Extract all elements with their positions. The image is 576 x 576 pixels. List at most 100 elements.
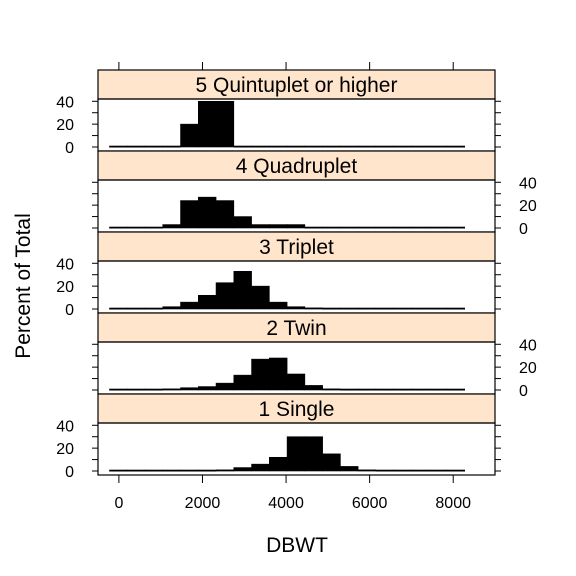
histogram-bar [428,145,448,148]
histogram-bar [304,436,323,472]
histogram-bar [126,226,146,229]
y-tick-label: 20 [56,117,74,134]
histogram-bar [428,226,448,229]
histogram-bar [375,388,394,391]
histogram-bar [428,469,448,472]
histogram-bar [162,306,181,310]
histogram-bar [197,100,217,148]
panel-2: 4 Quadruplet 0 20 40 [92,150,537,238]
panel-strip [97,312,496,343]
y-tick-label: 0 [65,464,74,481]
panel-strip [97,231,496,262]
histogram-bar [446,469,466,472]
panel-strip-label: 3 Triplet [259,236,334,259]
histogram-bar [215,100,235,148]
y-tick-label: 40 [56,256,74,273]
histogram-bar [340,226,359,229]
panel-strip [97,393,496,424]
histogram-bar [251,145,270,148]
histogram-bar [340,145,359,148]
histogram-bar [126,469,146,472]
histogram-bar [304,385,323,391]
y-tick-label: 20 [519,198,537,215]
histogram-bar [286,224,306,229]
histogram-bar [180,387,199,391]
panel-4: 2 Twin 0 20 40 [92,312,537,400]
chart-panels: 5 Quintuplet or higher 0 20 40 4 Quadruplet 0… [56,69,537,481]
histogram-bar [286,306,306,310]
histogram-bar [322,307,341,310]
histogram-bar [286,145,306,148]
histogram-bar [428,307,448,310]
histogram-bar [304,226,323,229]
histogram-bar [180,123,199,148]
histogram-bar [357,307,377,310]
x-axis: 0 2000 4000 6000 8000 [114,62,471,512]
histogram-bar [340,307,359,310]
panel-frame [97,422,496,476]
histogram-bar [197,469,217,472]
histogram-bar [144,307,164,310]
histogram-bar [357,388,377,391]
histogram-bar [322,226,341,229]
histogram-bar [304,307,323,310]
histogram-bar [233,270,252,310]
y-tick-label: 0 [65,302,74,319]
panel-strip-label: 1 Single [259,398,335,421]
histogram-bar [233,467,252,472]
histogram-bar [233,145,252,148]
histogram-bar [357,145,377,148]
histogram-bar [251,224,270,229]
panel-strip-label: 4 Quadruplet [236,155,358,178]
panel-frame [97,260,496,314]
panel-strip-label: 2 Twin [266,317,326,340]
histogram-bar [126,388,146,391]
histogram-bar [393,388,412,391]
histogram-bar [251,285,270,310]
histogram-bar [446,388,466,391]
histogram-bar [180,469,199,472]
panel-strip [97,150,496,181]
histogram-bar [269,224,288,229]
histogram-bar [251,358,270,391]
histogram-bar [109,469,128,472]
y-tick-label: 40 [519,175,537,192]
histogram-bar [393,145,412,148]
histogram-bar [375,226,394,229]
histogram-bar [357,469,377,472]
y-tick-label: 0 [519,383,528,400]
histogram-bar [197,386,217,391]
histogram-bar [357,226,377,229]
histogram-bar [411,226,430,229]
histogram-bar [144,145,164,148]
histogram-bar [411,307,430,310]
panel-strip [97,69,496,100]
histogram-bar [162,469,181,472]
panel-3: 3 Triplet 0 20 40 [56,231,501,319]
histogram-bar [215,382,235,391]
histogram-bar [215,200,235,229]
histogram-bar [162,224,181,229]
histogram-bar [375,469,394,472]
histogram-bar [269,456,288,472]
y-tick-label: 0 [519,221,528,238]
histogram-bar [215,469,235,472]
y-tick-label: 40 [56,418,74,435]
x-axis-title: DBWT [266,534,328,557]
panel-frame [97,98,496,152]
histogram-bar [109,307,128,310]
histogram-bar [162,145,181,148]
histogram-bar [180,200,199,229]
histogram-bar [269,357,288,391]
histogram-bar [286,436,306,472]
histogram-bar [446,145,466,148]
histogram-bar [109,145,128,148]
y-tick-label: 20 [56,441,74,458]
histogram-bar [126,145,146,148]
histogram-bar [375,145,394,148]
histogram-bar [322,145,341,148]
y-axis-title: Percent of Total [12,213,35,359]
histogram-bar [340,388,359,391]
histogram-bar [322,388,341,391]
histogram-bar [144,469,164,472]
